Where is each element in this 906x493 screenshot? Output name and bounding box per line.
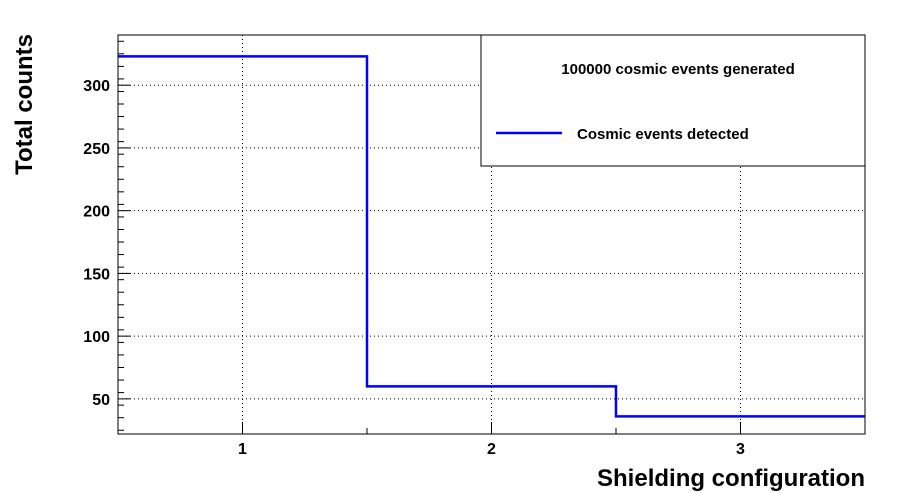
y-axis-label: Total counts <box>11 34 38 175</box>
y-tick-label: 300 <box>83 78 110 95</box>
series-step-line <box>118 55 865 418</box>
x-tick-label: 1 <box>238 441 247 458</box>
y-tick-label: 100 <box>83 329 110 346</box>
x-tick-labels: 1 2 3 <box>238 441 745 458</box>
y-tick-labels: 50 100 150 200 250 300 <box>83 78 110 409</box>
major-ticks <box>118 84 741 434</box>
x-tick-label: 2 <box>487 441 496 458</box>
legend: 100000 cosmic events generated Cosmic ev… <box>480 34 866 167</box>
grid-lines <box>118 35 865 434</box>
y-tick-label: 200 <box>83 204 110 221</box>
y-tick-label: 250 <box>83 141 110 158</box>
y-tick-label: 50 <box>92 392 110 409</box>
x-axis-label: Shielding configuration <box>597 465 865 492</box>
legend-header: 100000 cosmic events generated <box>561 61 794 78</box>
legend-box <box>480 34 866 167</box>
legend-series-label: Cosmic events detected <box>577 126 749 143</box>
y-tick-label: 150 <box>83 266 110 283</box>
x-tick-label: 3 <box>736 441 745 458</box>
